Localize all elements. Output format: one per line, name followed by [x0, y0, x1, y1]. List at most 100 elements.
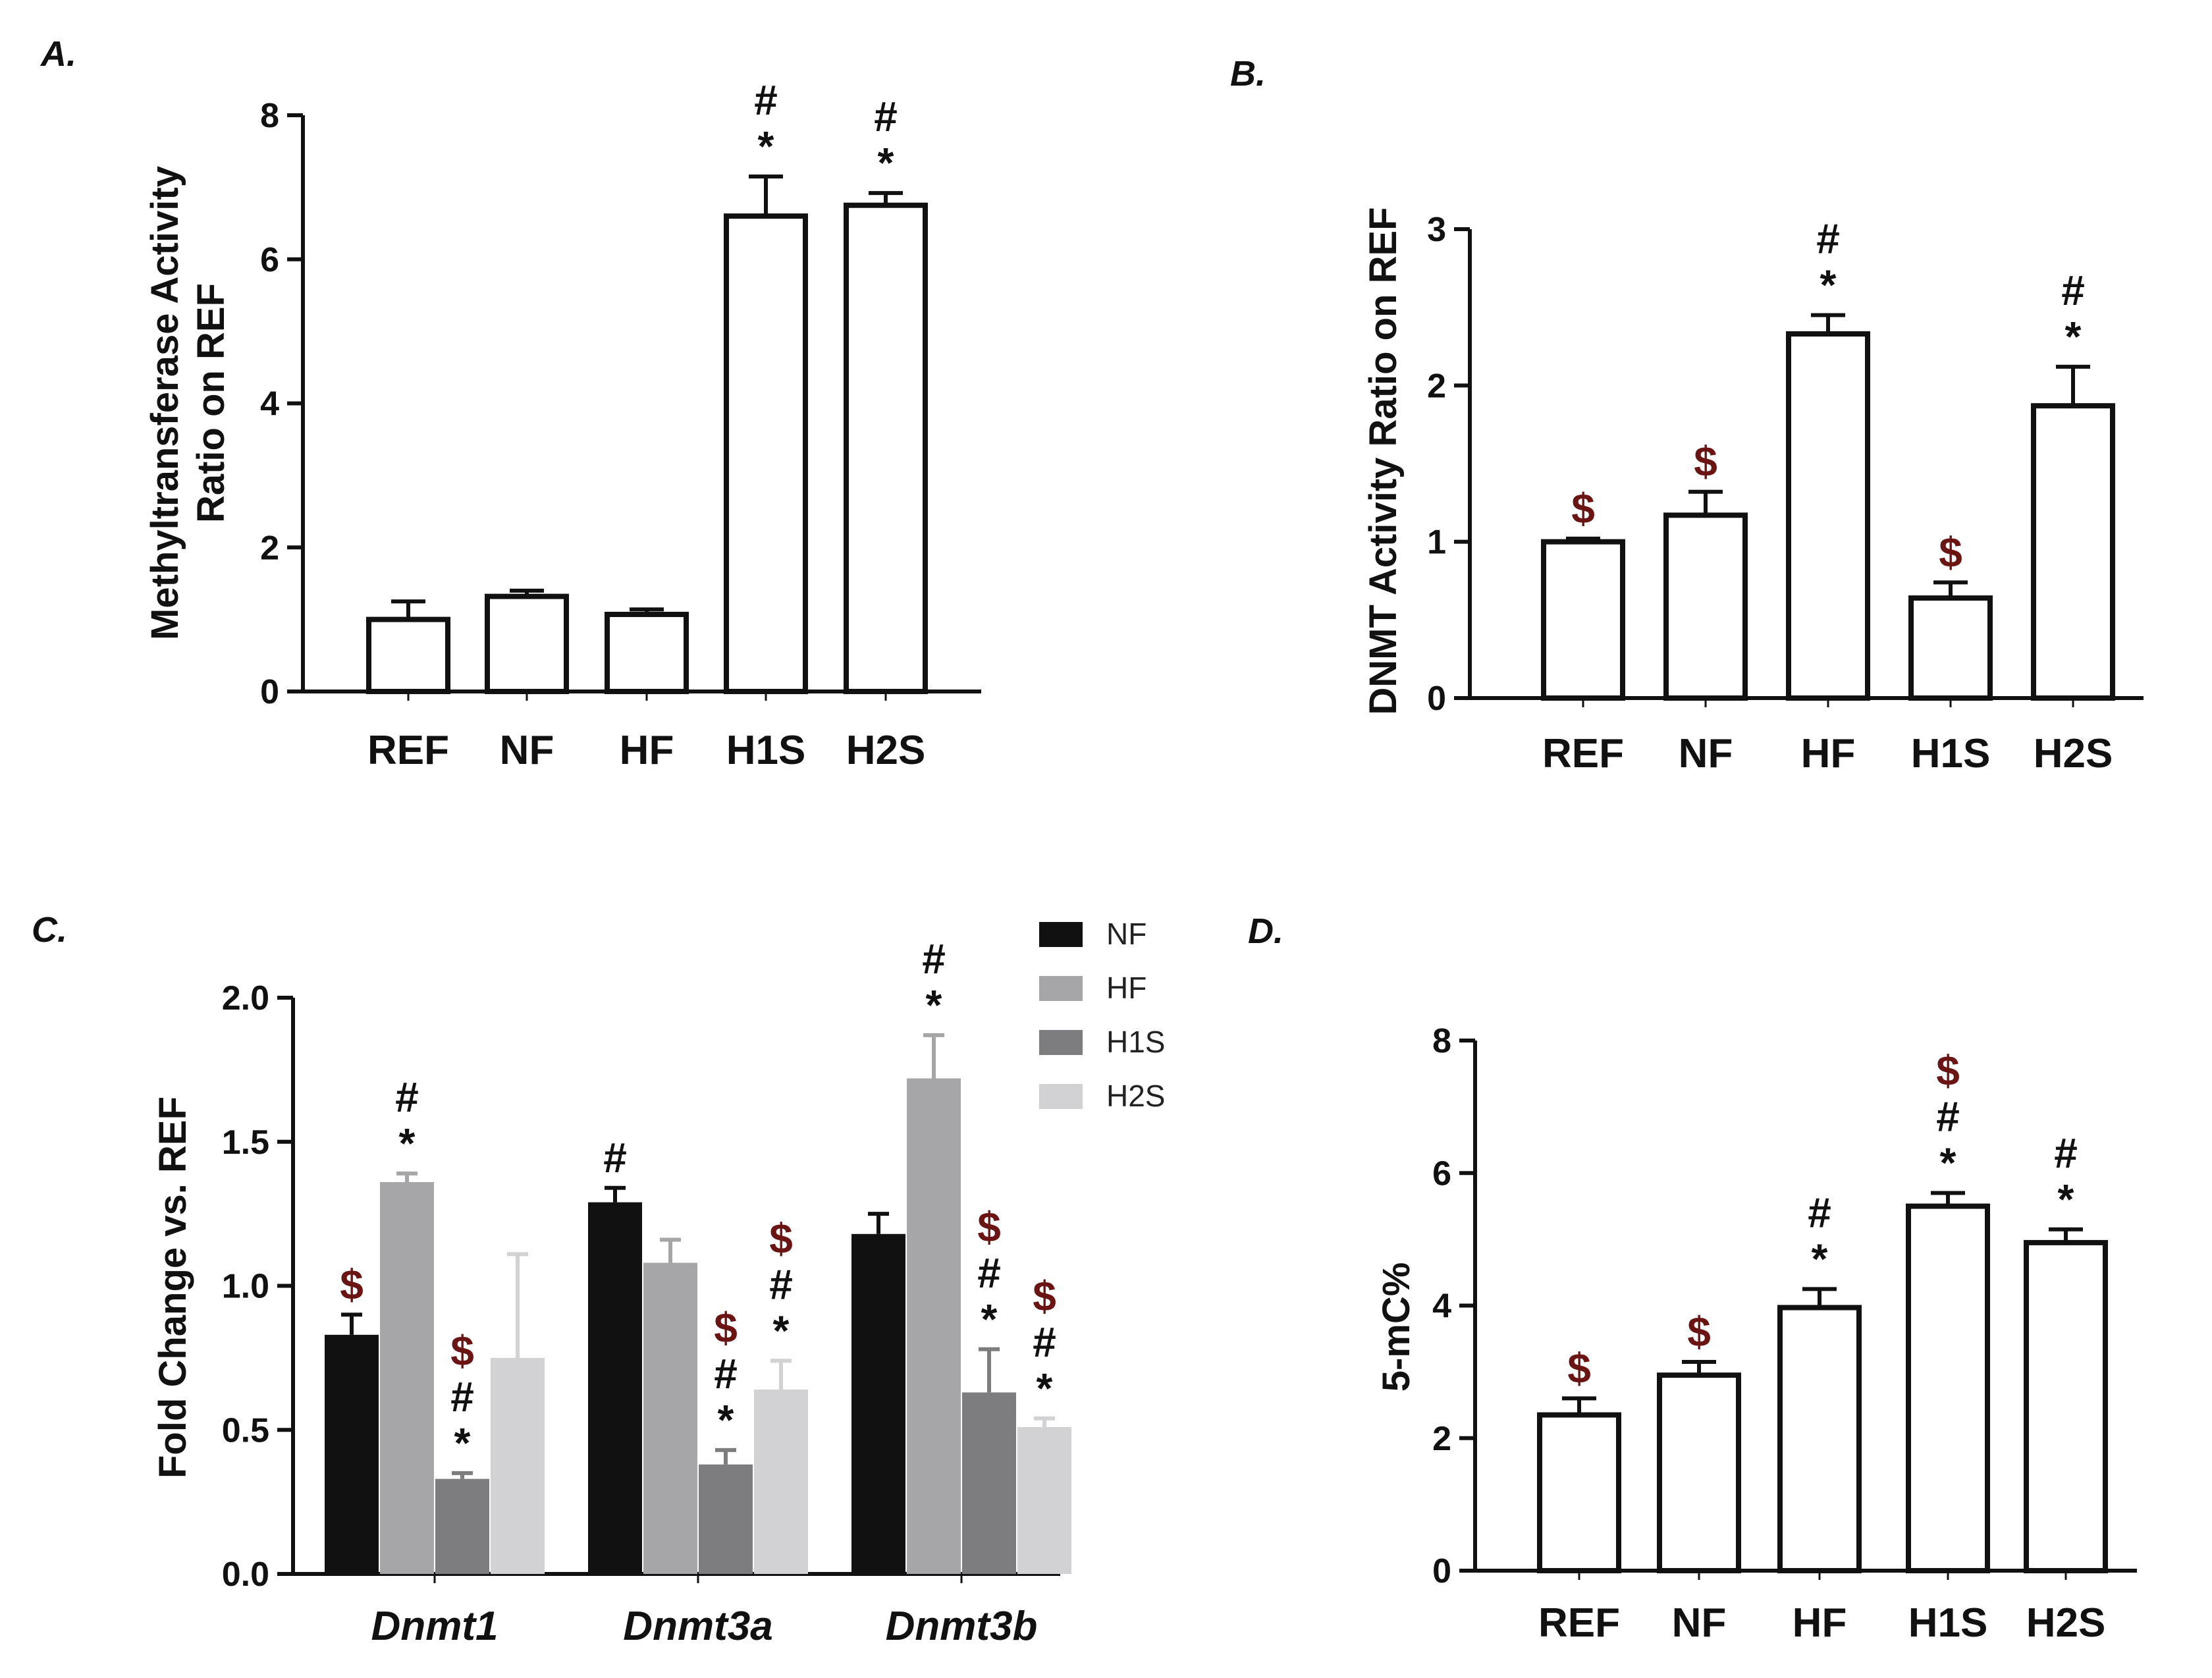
bar-HF: [1786, 331, 1870, 701]
panel-label: A.: [40, 34, 76, 74]
y-tick-label: 8: [1432, 1022, 1451, 1060]
significance-hash: #: [1808, 1189, 1831, 1236]
significance-hash: #: [2061, 267, 2085, 314]
significance-hash: #: [603, 1134, 627, 1181]
significance-dollar: $: [1936, 1046, 1960, 1094]
significance-dollar: $: [1567, 1344, 1591, 1392]
significance-hash: #: [874, 93, 898, 140]
y-tick-label: 6: [260, 241, 279, 279]
bar-Dnmt3a-H2S: [754, 1390, 808, 1574]
legend-label: H2S: [1106, 1079, 1165, 1113]
x-tick-label: REF: [1538, 1600, 1620, 1646]
significance-star: *: [1940, 1139, 1956, 1186]
bar-Dnmt3b-NF: [851, 1233, 905, 1574]
x-tick-label: NF: [1672, 1600, 1727, 1646]
significance-hash: #: [395, 1073, 419, 1121]
significance-hash: #: [922, 935, 946, 983]
significance-dollar: $: [714, 1304, 738, 1351]
bar-HF: [1777, 1305, 1862, 1574]
x-tick-label: Dnmt3b: [886, 1604, 1038, 1649]
y-axis-title: DNMT Activity Ratio on REF: [1362, 207, 1405, 715]
x-tick-label: H2S: [2034, 731, 2113, 776]
significance-star: *: [773, 1307, 790, 1354]
x-tick-label: HF: [620, 728, 674, 773]
y-tick-label: 3: [1427, 211, 1446, 249]
bar-H1S: [1906, 1203, 1990, 1573]
bar-NF: [485, 593, 569, 694]
x-tick-label: Dnmt3a: [623, 1604, 772, 1649]
bar-Dnmt3b-H2S: [1017, 1426, 1071, 1574]
significance-star: *: [1812, 1235, 1828, 1282]
x-tick-label: H2S: [2026, 1600, 2106, 1646]
bar-REF: [366, 616, 450, 694]
significance-dollar: $: [450, 1327, 474, 1374]
significance-hash: #: [1936, 1093, 1960, 1140]
significance-dollar: $: [769, 1214, 793, 1262]
legend-swatch-H1S: [1039, 1030, 1083, 1055]
significance-star: *: [926, 981, 942, 1029]
y-tick-label: 0: [1427, 680, 1446, 718]
significance-dollar: $: [1694, 438, 1717, 485]
bar-H2S: [2031, 403, 2115, 701]
legend-label: NF: [1106, 917, 1146, 951]
bar-Dnmt3a-HF: [643, 1262, 697, 1574]
significance-star: *: [718, 1396, 734, 1444]
bar-H2S: [2024, 1239, 2108, 1573]
significance-star: *: [878, 139, 894, 186]
x-tick-label: REF: [367, 728, 449, 773]
y-tick-label: 2.0: [222, 979, 269, 1017]
significance-dollar: $: [340, 1260, 364, 1308]
significance-hash: #: [2054, 1129, 2078, 1177]
bar-H1S: [724, 213, 808, 694]
legend: NF HF H1S H2S: [1039, 917, 1165, 1113]
y-tick-label: 2: [260, 529, 279, 567]
legend-label: HF: [1106, 971, 1146, 1005]
y-tick-label: 0.0: [222, 1556, 269, 1594]
y-axis-title: 5-mC%: [1375, 1262, 1418, 1392]
y-tick-label: 2: [1432, 1420, 1451, 1458]
y-tick-label: 8: [260, 97, 279, 135]
bar-Dnmt3b-H1S: [962, 1392, 1016, 1574]
x-tick-label: H1S: [1908, 1600, 1988, 1646]
significance-star: *: [2065, 313, 2082, 360]
significance-hash: #: [754, 76, 778, 124]
significance-dollar: $: [977, 1203, 1001, 1251]
panel-c: C. 0.0 0.5 1.0 1.5 2.0 Fold Change vs. REF Dnmt…: [32, 910, 1165, 1649]
bar-Dnmt3a-NF: [588, 1202, 642, 1574]
bar-Dnmt1-NF: [325, 1334, 379, 1574]
legend-swatch-H2S: [1039, 1084, 1083, 1109]
panel-label: D.: [1248, 911, 1283, 951]
bar-Dnmt1-H1S: [435, 1478, 489, 1574]
significance-hash: #: [714, 1350, 738, 1397]
y-tick-label: 1: [1427, 524, 1446, 562]
x-tick-label: H1S: [1911, 731, 1991, 776]
significance-star: *: [454, 1419, 471, 1467]
y-tick-label: 0: [260, 673, 279, 711]
x-tick-label: H1S: [726, 728, 806, 773]
bar-Dnmt3b-HF: [907, 1078, 961, 1574]
bar-Dnmt3a-H1S: [699, 1464, 753, 1574]
significance-hash: #: [1033, 1318, 1056, 1366]
y-tick-label: 0: [1432, 1552, 1451, 1590]
significance-hash: #: [450, 1373, 474, 1421]
bar-Dnmt1-H2S: [491, 1357, 545, 1574]
bar-HF: [605, 611, 689, 694]
y-tick-label: 1.0: [222, 1268, 269, 1306]
significance-star: *: [2058, 1176, 2074, 1223]
significance-hash: #: [769, 1260, 793, 1308]
significance-dollar: $: [1687, 1308, 1711, 1355]
y-tick-label: 4: [260, 385, 279, 423]
y-tick-label: 6: [1432, 1154, 1451, 1193]
y-tick-label: 4: [1432, 1287, 1451, 1326]
panel-label: B.: [1230, 54, 1266, 94]
bar-H2S: [844, 202, 928, 694]
bar-Dnmt1-HF: [380, 1182, 434, 1574]
legend-swatch-HF: [1039, 976, 1083, 1001]
x-tick-label: REF: [1542, 731, 1624, 776]
significance-star: *: [1820, 261, 1837, 309]
y-axis-title: Methyltransferase Activity: [144, 166, 186, 640]
significance-star: *: [981, 1295, 998, 1343]
y-axis-title: Ratio on REF: [190, 283, 232, 523]
bar-H1S: [1908, 595, 1993, 701]
